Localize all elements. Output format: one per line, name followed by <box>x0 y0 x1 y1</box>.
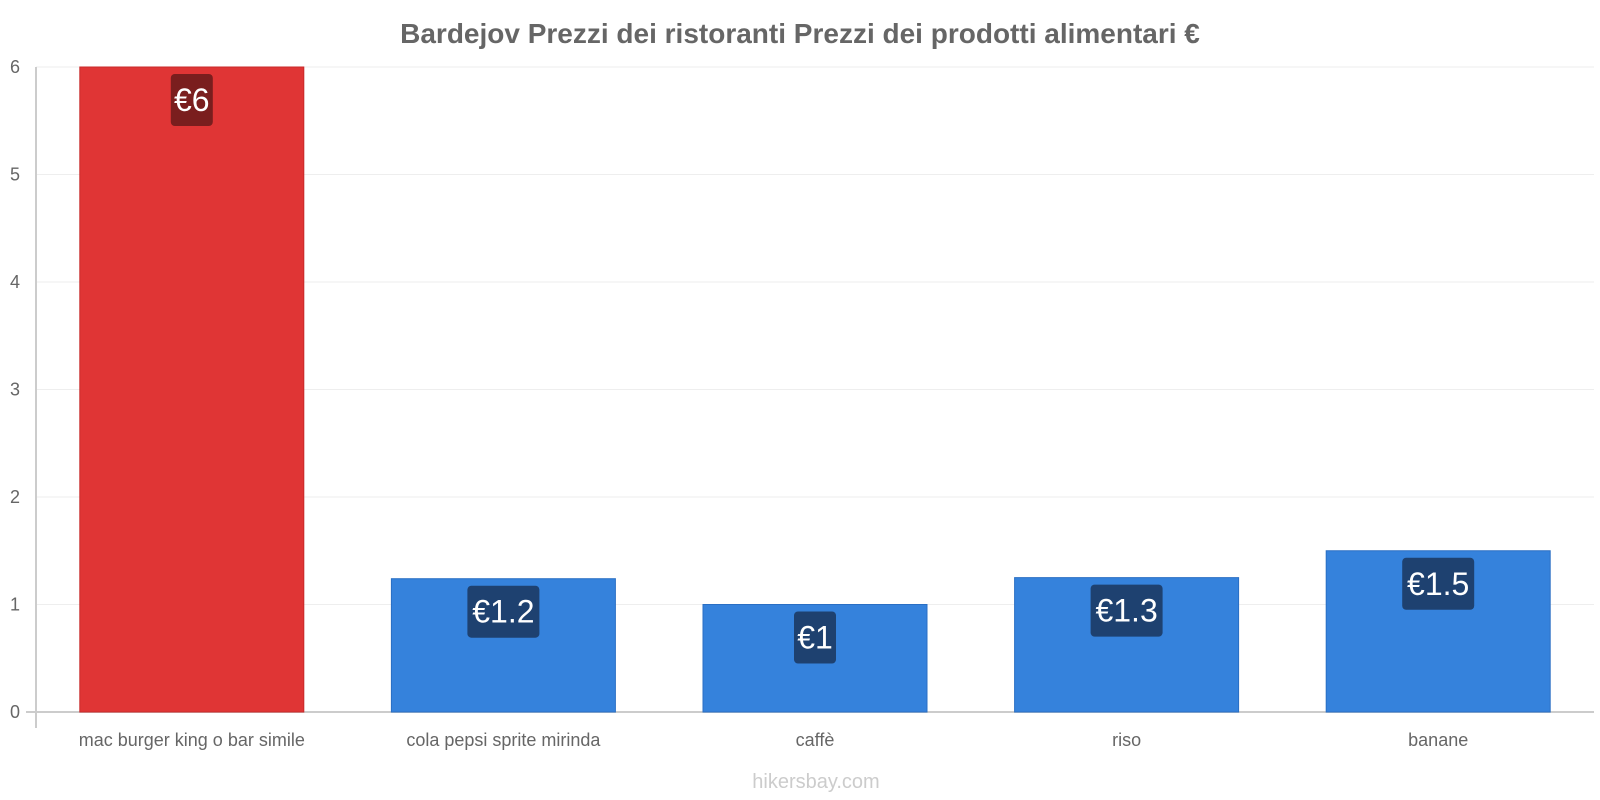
category-label: caffè <box>796 730 835 750</box>
data-label: €1.5 <box>1407 566 1469 602</box>
data-label: €1.2 <box>472 594 534 630</box>
category-label: riso <box>1112 730 1141 750</box>
bar <box>79 66 305 713</box>
y-tick-label: 5 <box>10 165 20 185</box>
y-tick-label: 1 <box>10 595 20 615</box>
data-label-badge <box>467 585 540 638</box>
category-label: cola pepsi sprite mirinda <box>406 730 601 750</box>
y-axis-ticks: 0 1 2 3 4 5 6 <box>10 57 20 722</box>
y-tick-label: 0 <box>10 702 20 722</box>
category-label: banane <box>1408 730 1468 750</box>
watermark: hikersbay.com <box>752 771 879 793</box>
data-label-badge <box>170 74 213 126</box>
data-label-badge <box>1090 584 1163 637</box>
bar <box>1014 577 1240 713</box>
data-label: €6 <box>174 82 210 118</box>
y-tick-label: 3 <box>10 380 20 400</box>
y-tick-label: 2 <box>10 487 20 507</box>
data-label-badge <box>794 611 836 664</box>
y-tick-label: 4 <box>10 272 20 292</box>
chart-title: Bardejov Prezzi dei ristoranti Prezzi de… <box>400 18 1200 49</box>
data-label-badge <box>1402 557 1475 610</box>
category-label: mac burger king o bar simile <box>79 730 305 750</box>
data-labels: €6 €1.2 €1 €1.3 €1.5 <box>170 74 1475 664</box>
y-tick-label: 6 <box>10 57 20 77</box>
data-label: €1.3 <box>1095 593 1157 629</box>
x-axis-labels: mac burger king o bar simile cola pepsi s… <box>79 730 1468 750</box>
data-label: €1 <box>797 620 833 656</box>
